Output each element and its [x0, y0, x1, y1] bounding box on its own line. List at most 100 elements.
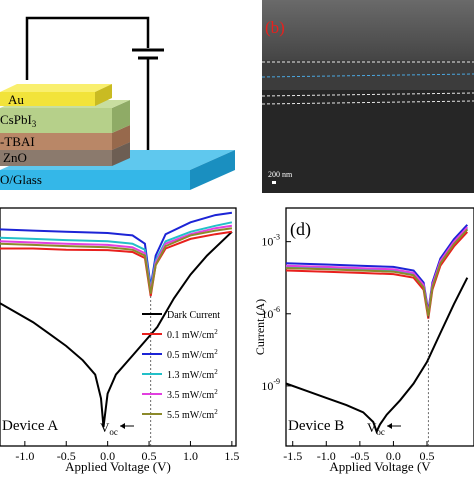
- legend-text-a-0: Dark Current: [167, 310, 220, 321]
- y-tick-exp-b-0: -3: [273, 233, 280, 242]
- voc-sub-a: oc: [109, 427, 118, 437]
- y-ticks-b: 10-310-610-9: [261, 233, 291, 393]
- legend-text-a-4: 3.5 mW/cm: [167, 390, 214, 401]
- iv-chart-device-a: Dark Current 0.1 mW/cm2 0.5 mW/cm2 1.3 mW/c…: [0, 205, 250, 474]
- device-a-label: Device A: [2, 418, 58, 434]
- series-line-a-5: [0, 227, 233, 294]
- voc-arrow-head-b: [387, 423, 392, 429]
- layer-label-au: Au: [8, 92, 24, 107]
- sem-boundary-4: [262, 100, 474, 105]
- sem-boundary-3: [262, 92, 474, 97]
- sem-image: (b) 200 nm: [262, 0, 474, 193]
- y-tick-label-b-0: 10-3: [261, 233, 280, 249]
- device-schematic: Au CsPbI3 -TBAI ZnO O/Glass: [0, 16, 235, 190]
- series-line-b-1: [285, 231, 469, 319]
- x-tick-label-b-2: -0.5: [350, 449, 369, 463]
- legend-label-a-3: 1.3 mW/cm2: [167, 368, 218, 381]
- legend-sup-a-2: 2: [214, 348, 218, 356]
- series-line-a-4: [0, 224, 233, 292]
- x-tick-label-b-1: -1.0: [317, 449, 336, 463]
- y-tick-base-b-2: 10: [261, 379, 273, 393]
- layer-label-zno: ZnO: [3, 150, 27, 165]
- cspbi3-sub: 3: [32, 119, 37, 129]
- legend-label-a-0: Dark Current: [167, 310, 220, 321]
- legend-text-a-3: 1.3 mW/cm: [167, 370, 214, 381]
- layer-label-tbai: -TBAI: [0, 134, 35, 149]
- series-line-b-2: [285, 224, 469, 312]
- legend-label-a-1: 0.1 mW/cm2: [167, 328, 218, 341]
- voc-arrow-head-a: [120, 423, 125, 429]
- x-tick-label-a-4: 1.0: [183, 449, 198, 463]
- plot-frame-b: [285, 207, 474, 447]
- series-line-a-0: [0, 231, 233, 428]
- legend-label-a-4: 3.5 mW/cm2: [167, 388, 218, 401]
- voc-label-a: Voc: [100, 420, 118, 437]
- voc-main-a: V: [100, 420, 110, 435]
- voc-sub-b: oc: [376, 427, 385, 437]
- series-group-a: [0, 211, 233, 428]
- sem-substrate-region: [262, 90, 474, 193]
- series-line-b-0: [285, 277, 469, 435]
- iv-chart-b-svg: (d) Device B Voc -1.5 -1.0 -0.5 0.0 0.5 10-3…: [253, 207, 474, 474]
- scale-bar: [272, 181, 276, 184]
- x-tick-label-a-3: 0.5: [142, 449, 157, 463]
- x-tick-label-a-2: 0.0: [100, 449, 115, 463]
- x-axis-label-b: Applied Voltage (V: [329, 459, 431, 474]
- au-layer-front: [0, 92, 95, 106]
- legend-text-a-1: 0.1 mW/cm: [167, 330, 214, 341]
- legend-sup-a-5: 2: [214, 408, 218, 416]
- x-tick-label-a-0: -1.0: [15, 449, 34, 463]
- x-tick-label-b-0: -1.5: [283, 449, 302, 463]
- iv-chart-device-b: (d) Device B Voc -1.5 -1.0 -0.5 0.0 0.5 10-3…: [250, 205, 474, 474]
- au-layer-top: [0, 84, 112, 92]
- tbai-layer-front: [0, 133, 112, 150]
- x-tick-label-a-1: -0.5: [57, 449, 76, 463]
- panel-d-label: (d): [290, 219, 311, 240]
- cspbi3-layer-side: [112, 100, 130, 133]
- x-ticks-b: -1.5 -1.0 -0.5 0.0 0.5: [283, 441, 435, 463]
- legend-sup-a-1: 2: [214, 328, 218, 336]
- x-tick-label-b-3: 0.0: [386, 449, 401, 463]
- layer-label-glass: O/Glass: [0, 172, 42, 187]
- voc-main-b: V: [367, 420, 377, 435]
- x-axis-label-a: Applied Voltage (V): [65, 459, 171, 474]
- y-tick-exp-b-1: -6: [273, 305, 280, 314]
- legend-label-a-2: 0.5 mW/cm2: [167, 348, 218, 361]
- legend-sup-a-4: 2: [214, 388, 218, 396]
- cspbi3-main: CsPbI: [0, 112, 32, 127]
- y-axis-label-b: Current (A): [253, 299, 267, 355]
- legend-label-a-5: 5.5 mW/cm2: [167, 408, 218, 421]
- sem-top-region: [262, 0, 474, 60]
- sem-image-panel: (b) 200 nm: [262, 0, 474, 193]
- y-tick-base-b-0: 10: [261, 235, 273, 249]
- x-tick-label-b-4: 0.5: [420, 449, 435, 463]
- tbai-layer-side: [112, 125, 130, 150]
- series-group-b: [285, 224, 469, 435]
- y-tick-label-b-2: 10-9: [261, 377, 280, 393]
- device-b-label: Device B: [288, 418, 344, 434]
- glass-layer-side: [190, 150, 235, 190]
- circuit-wire-top: [25, 16, 150, 80]
- voc-label-b: Voc: [367, 420, 385, 437]
- series-line-a-2: [0, 211, 233, 287]
- legend-text-a-2: 0.5 mW/cm: [167, 350, 214, 361]
- sem-boundary-2: [262, 73, 474, 78]
- y-tick-base-b-1: 10: [261, 307, 273, 321]
- zno-layer-front: [0, 150, 112, 166]
- series-line-b-4: [285, 226, 469, 314]
- y-tick-label-b-1: 10-6: [261, 305, 280, 321]
- layer-label-cspbi3: CsPbI3: [0, 112, 37, 129]
- legend-text-a-5: 5.5 mW/cm: [167, 410, 214, 421]
- au-layer-side: [95, 84, 112, 106]
- panel-b-label: (b): [265, 18, 285, 37]
- device-schematic-panel: Au CsPbI3 -TBAI ZnO O/Glass: [0, 0, 240, 200]
- cspbi3-layer-front: [0, 108, 112, 133]
- y-tick-exp-b-2: -9: [273, 377, 280, 386]
- plot-frame-a: [0, 207, 237, 447]
- glass-layer-front: [0, 170, 190, 190]
- legend-sup-a-3: 2: [214, 368, 218, 376]
- scale-bar-label: 200 nm: [268, 170, 293, 179]
- x-tick-label-a-5: 1.5: [224, 449, 239, 463]
- x-ticks-a: -1.0 -0.5 0.0 0.5 1.0 1.5: [15, 441, 239, 463]
